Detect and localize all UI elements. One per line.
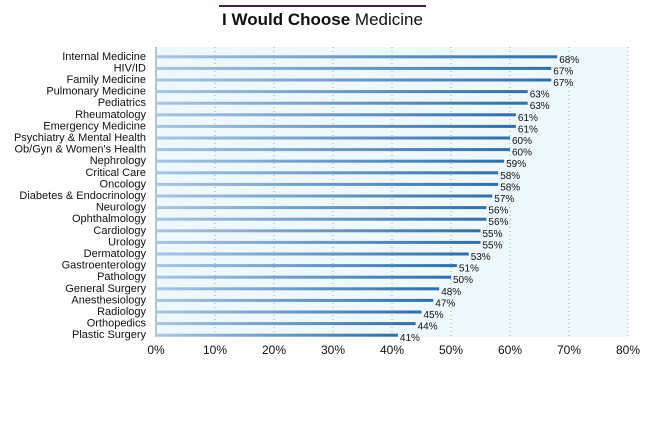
value-label: 67% [553,66,573,77]
bar [156,101,528,105]
category-label: General Surgery [65,283,146,295]
bar [156,159,505,163]
bar [156,182,499,186]
x-tick-label: 10% [203,343,227,357]
title-rule [219,5,426,7]
bar [156,148,510,152]
bar [156,113,516,117]
value-label: 55% [483,240,503,251]
value-label: 67% [553,78,573,89]
category-label: Rheumatology [75,109,146,121]
value-label: 56% [488,217,508,228]
category-label: HIV/ID [114,62,146,74]
bar [156,194,493,198]
chart-title: I Would Choose Medicine [0,10,645,30]
value-label: 57% [494,194,514,205]
bar [156,310,422,314]
x-tick-label: 0% [147,343,165,357]
bar [156,136,510,140]
value-label: 61% [518,124,538,135]
x-tick-label: 40% [380,343,404,357]
category-label: Emergency Medicine [43,120,146,132]
category-label: Plastic Surgery [72,329,146,341]
value-label: 68% [559,55,579,66]
value-label: 56% [488,206,508,217]
value-label: 58% [500,171,520,182]
category-label: Pediatrics [98,97,147,109]
x-tick-label: 80% [616,343,640,357]
value-label: 50% [453,275,473,286]
value-label: 63% [530,90,550,101]
value-label: 59% [506,159,526,170]
category-label: Family Medicine [67,74,146,86]
x-tick-label: 20% [262,343,286,357]
bar [156,171,499,175]
bar [156,252,469,256]
category-label: Nephrology [90,155,147,167]
bar [156,78,552,82]
category-label: Neurology [96,202,147,214]
category-label: Oncology [100,178,147,190]
category-label: Dermatology [84,248,147,260]
value-label: 51% [459,264,479,275]
bar [156,264,457,268]
bar [156,55,558,59]
value-label: 53% [471,252,491,263]
value-label: 41% [400,333,420,344]
value-label: 60% [512,136,532,147]
category-label: Critical Care [85,167,146,179]
x-tick-label: 50% [439,343,463,357]
value-label: 60% [512,148,532,159]
x-tick-label: 30% [321,343,345,357]
category-label: Pulmonary Medicine [46,86,146,98]
category-label: Urology [108,236,146,248]
bar [156,66,552,70]
bar [156,206,487,210]
x-tick-label: 70% [557,343,581,357]
value-label: 55% [483,229,503,240]
category-label: Psychiatry & Mental Health [14,132,146,144]
category-label: Ophthalmology [72,213,146,225]
bar [156,333,398,337]
bar [156,240,481,244]
chart-title-normal: Medicine [354,10,423,29]
category-label: Orthopedics [87,318,147,330]
value-label: 44% [418,322,438,333]
category-label: Internal Medicine [62,51,146,63]
x-tick-label: 60% [498,343,522,357]
bar [156,124,516,128]
category-label: Cardiology [93,225,146,237]
chart-title-bold: I Would Choose [222,10,351,29]
bar [156,229,481,233]
bar [156,217,487,221]
value-label: 58% [500,182,520,193]
category-label: Gastroenterology [62,260,147,272]
value-label: 61% [518,113,538,124]
value-label: 47% [435,298,455,309]
bar [156,298,434,302]
category-label: Radiology [97,306,146,318]
category-label: Diabetes & Endocrinology [19,190,146,202]
category-label: Ob/Gyn & Women's Health [14,144,146,156]
bar [156,275,451,279]
category-label: Pathology [97,271,146,283]
value-label: 63% [530,101,550,112]
value-label: 48% [441,287,461,298]
bar [156,287,440,291]
value-label: 45% [424,310,444,321]
category-label: Anesthesiology [71,294,146,306]
bar [156,90,528,94]
bar [156,322,416,326]
